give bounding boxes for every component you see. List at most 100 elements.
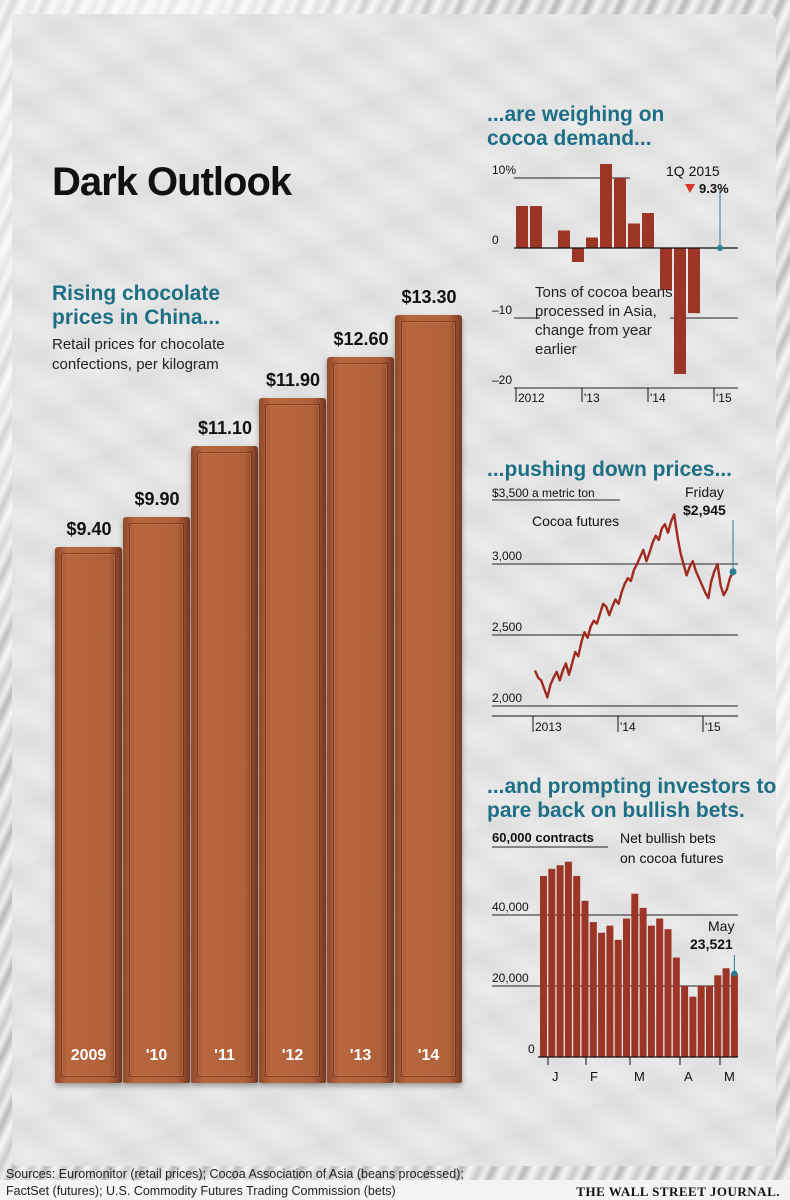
- demand-title: ...are weighing on cocoa demand...: [487, 103, 665, 150]
- bets-callout-month: May: [708, 918, 734, 934]
- demand-xtick-label: '15: [716, 391, 732, 405]
- demand-xtick-label: 2012: [518, 391, 545, 405]
- futures-xtick-label: '14: [620, 720, 636, 734]
- bets-bar: [564, 861, 572, 1057]
- retail-bar-year: 2009: [70, 1047, 107, 1064]
- bets-ytick-label: 40,000: [492, 900, 529, 914]
- bets-bar: [656, 918, 664, 1057]
- bets-series-label-line1: Net bullish bets: [620, 830, 716, 846]
- bets-bar: [647, 925, 655, 1057]
- bets-bar: [614, 939, 622, 1057]
- futures-xtick-label: 2013: [535, 720, 562, 734]
- retail-bar-year: '13: [349, 1047, 372, 1064]
- demand-bar: [628, 223, 640, 248]
- demand-bar: [642, 213, 654, 248]
- bets-bar: [664, 929, 672, 1057]
- bets-xtick-label: A: [684, 1069, 693, 1084]
- retail-bar: [395, 314, 462, 1083]
- retail-bar-value: $13.30: [401, 286, 457, 307]
- bets-bar: [556, 865, 564, 1057]
- demand-xtick-label: '14: [650, 391, 666, 405]
- demand-bar: [572, 248, 584, 262]
- bets-callout-dot: [731, 970, 738, 977]
- futures-top-label: $3,500 a metric ton: [492, 486, 595, 500]
- demand-bar: [688, 248, 700, 314]
- bets-xtick-label: F: [590, 1069, 598, 1084]
- bets-bar: [697, 986, 705, 1057]
- bets-bar: [722, 968, 730, 1057]
- demand-ytick-label: –10: [492, 303, 512, 317]
- retail-bar: [123, 516, 190, 1083]
- demand-bar: [516, 206, 528, 248]
- bets-bar: [606, 925, 614, 1057]
- demand-bar: [558, 230, 570, 248]
- demand-callout-dot: [717, 245, 723, 251]
- bets-bar: [548, 868, 556, 1057]
- futures-callout-value: $2,945: [683, 502, 726, 518]
- bets-xtick-label: J: [552, 1069, 559, 1084]
- demand-bar: [674, 248, 686, 374]
- retail-bar-year: '11: [214, 1047, 235, 1064]
- bets-bar: [540, 875, 547, 1057]
- futures-ytick-label: 2,000: [492, 691, 522, 705]
- demand-ytick-label: –20: [492, 373, 512, 387]
- demand-bar: [530, 206, 542, 248]
- futures-line: [533, 513, 735, 699]
- bets-bar: [681, 986, 689, 1057]
- demand-ytick-label: 10%: [492, 163, 516, 177]
- retail-bar: [327, 356, 394, 1083]
- futures-series-label: Cocoa futures: [532, 513, 619, 529]
- sources-line-1: Sources: Euromonitor (retail prices); Co…: [6, 1167, 464, 1181]
- sources-line-2: FactSet (futures); U.S. Commodity Future…: [6, 1184, 396, 1198]
- bets-xtick-label: M: [724, 1069, 735, 1084]
- bets-bar: [589, 922, 597, 1057]
- retail-bar-year: '12: [281, 1047, 304, 1064]
- bets-chart: 60,000 contracts Net bullish bets on cocoa…: [492, 830, 738, 1084]
- sources-note: Sources: Euromonitor (retail prices); Co…: [6, 1166, 464, 1200]
- futures-xtick-label: '15: [705, 720, 721, 734]
- demand-chart: 10% 0 –10 –20 1Q 2015 9.3% 2012 '13 '14 '15: [492, 163, 738, 405]
- bets-bar: [631, 893, 639, 1057]
- retail-bar-value: $12.60: [333, 328, 389, 349]
- retail-bar: [55, 546, 122, 1083]
- retail-bar-year: '14: [417, 1047, 440, 1064]
- futures-ytick-label: 2,500: [492, 620, 522, 634]
- demand-note: Tons of cocoa beans processed in Asia, c…: [535, 284, 673, 358]
- retail-bar-value: $9.40: [66, 518, 112, 539]
- page-title: Dark Outlook: [52, 160, 292, 204]
- retail-subtitle: Rising chocolate prices in China...: [52, 282, 221, 329]
- bets-bar: [689, 996, 697, 1057]
- futures-title: ...pushing down prices...: [487, 458, 733, 481]
- bets-xtick-label: M: [634, 1069, 645, 1084]
- demand-bar: [600, 164, 612, 248]
- bets-bar: [598, 932, 606, 1057]
- demand-ytick-label: 0: [492, 233, 499, 247]
- retail-bar-value: $11.10: [197, 417, 253, 438]
- demand-bar: [660, 248, 672, 290]
- futures-ytick-label: 3,000: [492, 549, 522, 563]
- demand-callout-value: 9.3%: [699, 181, 729, 196]
- demand-bar: [614, 178, 626, 248]
- bets-bar: [573, 875, 581, 1057]
- bets-bar: [581, 900, 589, 1057]
- retail-bar-year: '10: [145, 1047, 168, 1064]
- demand-bar: [586, 237, 598, 248]
- futures-chart: $3,500 a metric ton Cocoa futures Friday $2…: [492, 484, 738, 734]
- retail-bar-value: $11.90: [265, 370, 321, 391]
- demand-callout-period: 1Q 2015: [666, 163, 720, 179]
- retail-note: Retail prices for chocolate confections,…: [52, 336, 225, 373]
- retail-bar-value: $9.90: [134, 488, 180, 509]
- bets-bar: [730, 973, 738, 1057]
- demand-xtick-label: '13: [584, 391, 600, 405]
- bets-bar: [639, 907, 647, 1057]
- bets-title: ...and prompting investors to pare back …: [487, 775, 777, 822]
- bets-bar: [623, 918, 630, 1057]
- bets-bar: [672, 957, 680, 1057]
- bets-bar: [714, 975, 722, 1057]
- bets-bar: [706, 986, 713, 1057]
- retail-bar: [259, 398, 326, 1083]
- publisher-logo: THE WALL STREET JOURNAL.: [576, 1184, 780, 1199]
- bets-callout-value: 23,521: [690, 936, 733, 952]
- futures-callout-day: Friday: [685, 484, 724, 500]
- retail-bar: [191, 445, 258, 1083]
